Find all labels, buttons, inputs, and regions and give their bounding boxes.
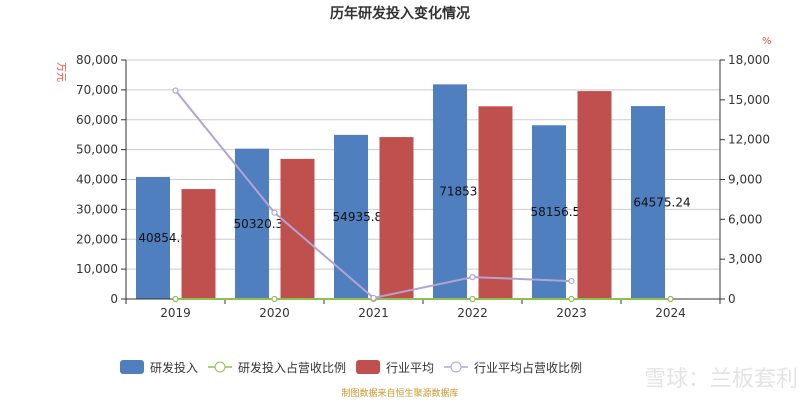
bar-研发投入 [532, 125, 566, 300]
legend-label: 研发投入 [150, 360, 198, 375]
right-tick-label: 0 [728, 292, 736, 306]
x-tick-label: 2024 [655, 306, 686, 320]
point-研发投入占营收比例 [469, 295, 476, 303]
right-tick-label: 3,000 [728, 252, 762, 266]
point-行业平均占营收比例 [469, 273, 476, 281]
legend-swatch [120, 360, 144, 374]
bar-研发投入 [334, 134, 368, 299]
legend-swatch [214, 361, 226, 373]
bar-行业平均 [181, 189, 216, 299]
bar-研发投入 [433, 84, 467, 299]
bar-研发投入 [631, 106, 665, 299]
left-tick-label: 50,000 [76, 143, 118, 157]
right-tick-label: 18,000 [728, 53, 770, 67]
legend-label: 行业平均 [386, 361, 434, 375]
watermark: 雪球：兰板套利 [644, 367, 798, 392]
bar-行业平均 [379, 137, 414, 299]
left-axis-unit: 万元 [55, 62, 66, 82]
x-tick-label: 2021 [358, 306, 389, 320]
right-tick-label: 15,000 [728, 93, 770, 107]
legend-swatch [450, 361, 462, 373]
left-tick-label: 30,000 [76, 202, 118, 216]
bar-研发投入 [136, 176, 170, 299]
left-tick-label: 80,000 [76, 53, 118, 67]
left-tick-label: 40,000 [76, 173, 118, 187]
source-note: 制图数据来自恒生聚源数据库 [341, 387, 458, 399]
x-tick-label: 2019 [160, 306, 191, 320]
point-研发投入占营收比例 [172, 295, 179, 303]
legend-label: 研发投入占营收比例 [238, 360, 346, 375]
left-tick-label: 0 [110, 292, 118, 306]
data-label: 71853.6 [439, 185, 489, 199]
point-研发投入占营收比例 [568, 295, 575, 303]
point-行业平均占营收比例 [370, 294, 377, 302]
left-tick-label: 70,000 [76, 83, 118, 97]
bar-研发投入 [235, 148, 269, 299]
point-行业平均占营收比例 [568, 277, 575, 285]
point-行业平均占营收比例 [271, 209, 278, 216]
bar-行业平均 [280, 158, 315, 299]
chart-title: 历年研发投入变化情况 [330, 5, 470, 22]
right-axis-unit: % [762, 36, 772, 47]
bar-行业平均 [478, 106, 513, 300]
bar-行业平均 [577, 91, 612, 299]
legend-swatch [356, 360, 381, 374]
point-研发投入占营收比例 [271, 295, 278, 303]
right-tick-label: 9,000 [728, 173, 762, 187]
x-tick-label: 2022 [457, 306, 488, 320]
data-label: 40854.91 [138, 231, 195, 245]
right-tick-label: 6,000 [728, 212, 762, 226]
legend-label: 行业平均占营收比例 [474, 360, 582, 375]
x-tick-label: 2023 [556, 306, 587, 320]
x-tick-label: 2020 [259, 306, 290, 320]
point-研发投入占营收比例 [667, 295, 674, 303]
data-label: 64575.24 [633, 196, 690, 210]
right-tick-label: 12,000 [728, 133, 770, 147]
left-tick-label: 60,000 [76, 113, 118, 127]
left-tick-label: 10,000 [76, 262, 118, 276]
left-tick-label: 20,000 [76, 232, 118, 246]
point-行业平均占营收比例 [172, 87, 179, 94]
